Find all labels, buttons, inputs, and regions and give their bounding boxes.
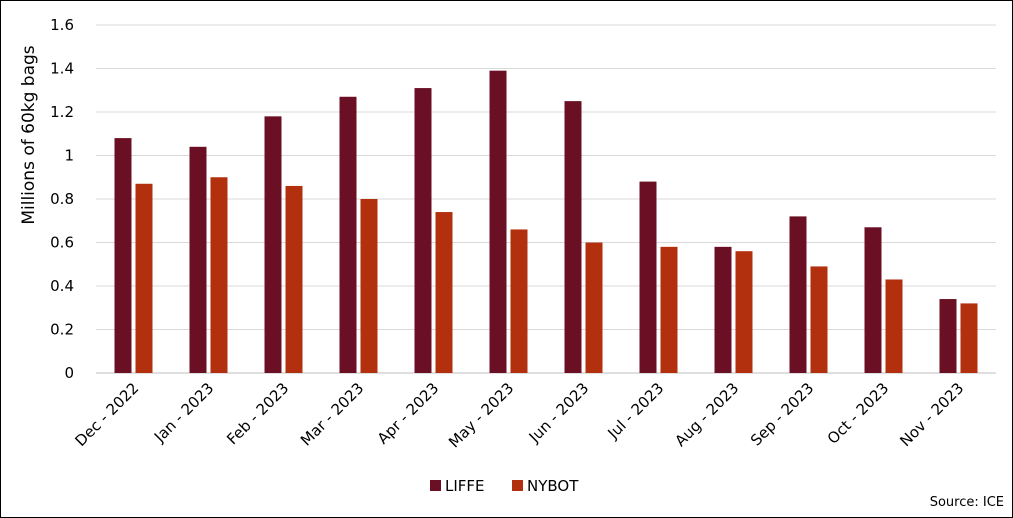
bar-nybot — [360, 199, 378, 373]
bar-liffe — [564, 101, 582, 373]
bar-liffe — [264, 116, 282, 373]
bar-nybot — [210, 177, 228, 373]
bar-liffe — [414, 88, 432, 373]
y-tick-label: 0.4 — [50, 277, 74, 295]
bar-nybot — [510, 229, 528, 373]
x-tick-label: Nov - 2023 — [896, 379, 967, 450]
y-tick-label: 0.6 — [50, 234, 74, 252]
y-tick-label: 0.2 — [50, 321, 74, 339]
x-tick-label: Oct - 2023 — [824, 379, 893, 448]
bar-nybot — [435, 212, 453, 373]
x-tick-label: Jan - 2023 — [150, 379, 217, 446]
y-axis-ticks: 0 0.2 0.4 0.6 0.8 1 1.2 1.4 1.6 — [50, 16, 74, 382]
legend-swatch-nybot — [512, 480, 523, 491]
bar-nybot — [735, 251, 753, 373]
y-tick-label: 1 — [64, 147, 74, 165]
legend-swatch-liffe — [430, 480, 441, 491]
bar-nybot — [885, 279, 903, 373]
x-tick-label: Dec - 2022 — [72, 379, 143, 450]
bar-liffe — [114, 138, 132, 373]
bar-nybot — [960, 303, 978, 373]
y-tick-label: 1.2 — [50, 103, 74, 121]
legend-label-liffe: LIFFE — [445, 477, 485, 495]
y-axis-label: Millions of 60kg bags — [19, 45, 39, 224]
bar-liffe — [189, 146, 207, 373]
bar-liffe — [864, 227, 882, 373]
y-tick-label: 0.8 — [50, 190, 74, 208]
bar-liffe — [639, 181, 657, 373]
bar-nybot — [660, 246, 678, 373]
bar-nybot — [810, 266, 828, 373]
bar-liffe — [714, 246, 732, 373]
bar-nybot — [285, 185, 303, 373]
bar-liffe — [489, 70, 507, 374]
source-note: Source: ICE — [930, 495, 1004, 510]
bar-liffe — [339, 96, 357, 374]
y-tick-label: 1.6 — [50, 16, 74, 34]
x-tick-label: Aug - 2023 — [671, 379, 742, 450]
bar-nybot — [135, 183, 153, 373]
y-tick-label: 1.4 — [50, 60, 74, 78]
x-tick-label: Jun - 2023 — [525, 379, 593, 447]
x-axis-ticks: Dec - 2022 Jan - 2023 Feb - 2023 Mar - 2023… — [72, 379, 968, 451]
legend: LIFFE NYBOT — [430, 477, 579, 495]
x-tick-label: Apr - 2023 — [374, 379, 443, 448]
bar-liffe — [939, 299, 957, 373]
x-tick-label: Feb - 2023 — [223, 379, 292, 448]
legend-label-nybot: NYBOT — [527, 477, 579, 495]
x-tick-label: Mar - 2023 — [297, 379, 367, 449]
x-tick-label: Jul - 2023 — [604, 379, 668, 443]
y-tick-label: 0 — [64, 364, 74, 382]
bar-liffe — [789, 216, 807, 373]
bar-nybot — [585, 242, 603, 373]
bars — [114, 70, 978, 374]
x-tick-label: May - 2023 — [445, 379, 517, 451]
x-tick-label: Sep - 2023 — [747, 379, 817, 449]
gridlines — [96, 24, 996, 374]
